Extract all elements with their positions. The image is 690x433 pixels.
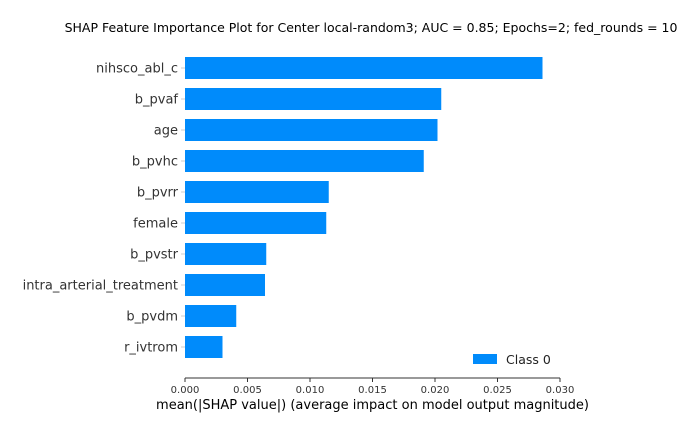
- x-tick-label: 0.010: [296, 385, 325, 396]
- y-tick-label: r_ivtrom: [124, 341, 178, 356]
- y-tick-label: intra_arterial_treatment: [23, 279, 178, 294]
- x-tick-label: 0.025: [483, 385, 512, 396]
- bar-female: [185, 212, 327, 234]
- chart-title: SHAP Feature Importance Plot for Center …: [65, 20, 678, 35]
- y-tick-label: b_pvrr: [137, 186, 179, 201]
- x-axis: 0.000 0.005 0.010 0.015 0.020 0.025 0.030: [171, 377, 575, 396]
- bar-b_pvdm: [185, 305, 237, 327]
- y-tick-label: female: [133, 217, 178, 232]
- bar-b_pvstr: [185, 243, 267, 265]
- bar-age: [185, 119, 438, 141]
- bar-nihsco_abl_c: [185, 57, 543, 79]
- y-tick-label: age: [154, 124, 178, 139]
- x-tick-label: 0.020: [421, 385, 450, 396]
- bar-b_pvhc: [185, 150, 424, 172]
- x-axis-label: mean(|SHAP value|) (average impact on mo…: [156, 398, 589, 413]
- bars-group: [185, 57, 543, 358]
- legend: Class 0: [473, 352, 551, 367]
- x-tick-label: 0.005: [233, 385, 262, 396]
- y-tick-label: nihsco_abl_c: [96, 62, 178, 77]
- legend-swatch: [473, 354, 497, 364]
- y-tick-label: b_pvstr: [130, 248, 179, 263]
- bar-intra_arterial_treatment: [185, 274, 265, 296]
- bar-b_pvrr: [185, 181, 329, 203]
- x-tick-label: 0.015: [358, 385, 387, 396]
- y-tick-label: b_pvhc: [132, 155, 178, 170]
- x-tick-label: 0.000: [171, 385, 200, 396]
- y-tick-label: b_pvdm: [126, 310, 178, 325]
- bar-r_ivtrom: [185, 336, 223, 358]
- x-tick-label: 0.030: [546, 385, 575, 396]
- y-tick-label: b_pvaf: [135, 93, 179, 108]
- legend-label: Class 0: [506, 352, 551, 367]
- bar-b_pvaf: [185, 88, 442, 110]
